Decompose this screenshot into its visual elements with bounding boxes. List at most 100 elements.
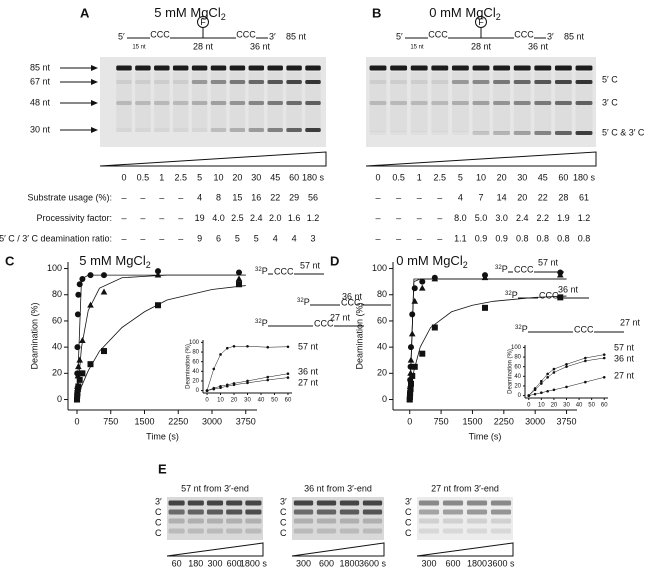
gel-band (286, 128, 302, 132)
gel-smear (248, 72, 265, 132)
gel-band (210, 128, 227, 132)
inset-point (584, 380, 587, 384)
side-label: C (405, 507, 412, 517)
isotope: 32 (495, 265, 502, 271)
gel-band (187, 528, 204, 534)
table-value: 1.9 (557, 213, 570, 223)
gel-band (305, 80, 321, 84)
gel-band (490, 500, 512, 506)
gel-band (168, 528, 185, 534)
gel-smear (172, 72, 189, 132)
gel-band (442, 500, 464, 506)
gel-band (410, 80, 428, 84)
inset-point (533, 392, 537, 396)
gel-band (513, 131, 531, 135)
gel-band (286, 80, 302, 84)
inset-point (546, 372, 549, 376)
time-label: 180 (188, 558, 203, 568)
size-marker: 48 nt (30, 97, 51, 107)
title-text: 5 mM MgCl (79, 253, 146, 268)
gel-band (267, 65, 283, 71)
gel-band (191, 65, 208, 71)
panel-letter: C (5, 253, 15, 268)
substrate-length: 57 nt (538, 257, 559, 267)
inset-point (286, 345, 290, 349)
gel-band (191, 101, 208, 105)
gel-band (554, 101, 572, 105)
time-label: 1 (159, 172, 164, 182)
data-point (74, 344, 81, 351)
data-point (154, 271, 162, 278)
y-tick-label: 100 (511, 345, 522, 351)
gel-band (466, 500, 488, 506)
table-value: 0.8 (516, 233, 529, 243)
gel-band (431, 101, 449, 105)
gel-band (226, 518, 243, 524)
y-tick-label: 0 (57, 394, 62, 404)
inset-point (266, 375, 270, 379)
nucleus: P (522, 324, 528, 334)
table-value: – (396, 233, 401, 243)
inset-y-label: Deamination (%) (508, 349, 514, 394)
side-label: C (280, 507, 287, 517)
data-point (155, 268, 161, 275)
data-point (76, 376, 83, 383)
x-tick-label: 30 (563, 403, 570, 409)
table-value: 1.6 (288, 213, 301, 223)
substrate-label: 32P (505, 290, 518, 300)
inset-point (246, 379, 249, 383)
inset-point (246, 381, 249, 385)
gel-band (431, 80, 449, 84)
time-label: 3600 s (359, 558, 387, 568)
time-label: 300 (296, 558, 311, 568)
gel-smear (472, 72, 490, 132)
data-point (76, 356, 83, 363)
band-label: 5′ C & 3′ C (602, 127, 645, 137)
panel-title: 5 mM MgCl2 (154, 5, 225, 22)
inset-point (584, 359, 587, 363)
data-point (406, 393, 413, 400)
gel-band (293, 500, 314, 506)
table-value: – (140, 213, 145, 223)
data-point (101, 348, 107, 355)
y-tick-label: 80 (192, 350, 199, 356)
table-value: 6 (216, 233, 221, 243)
inset-point (533, 388, 537, 392)
time-label: 10 (213, 172, 223, 182)
y-tick-label: 60 (52, 315, 62, 325)
gel-band (493, 131, 511, 135)
substrate-length: 57 nt (300, 260, 321, 270)
gel-band (442, 518, 464, 524)
time-label: 600 (445, 558, 460, 568)
data-point (87, 301, 94, 308)
nucleus: P (502, 264, 508, 274)
title-text: 0 mM MgCl (429, 5, 496, 20)
x-tick-label: 40 (258, 398, 265, 404)
table-value: – (121, 192, 126, 202)
table-label: Substrate usage (%): (27, 192, 112, 202)
table-value: 4.0 (212, 213, 225, 223)
size-marker: 85 nt (30, 62, 51, 72)
inset-point (565, 385, 568, 389)
gel-band (362, 509, 383, 515)
gel-band (116, 101, 132, 105)
gel-smear (286, 72, 302, 132)
table-value: – (437, 192, 442, 202)
gel-band (472, 80, 490, 84)
data-point (418, 284, 426, 291)
gel-band (410, 65, 428, 71)
gel-band (451, 101, 469, 105)
gel-band (172, 80, 189, 84)
gel-band (248, 101, 265, 105)
inset-series-label: 36 nt (298, 366, 319, 376)
isotope: 32 (515, 325, 522, 331)
table-value: 2.2 (537, 213, 550, 223)
substrate-length: 27 nt (330, 312, 351, 322)
inset-point (225, 384, 229, 388)
gel-band (490, 528, 512, 534)
title-subscript: 2 (463, 260, 468, 270)
gel-band (369, 65, 387, 71)
gel-band (575, 80, 593, 84)
inset-point (219, 353, 222, 356)
